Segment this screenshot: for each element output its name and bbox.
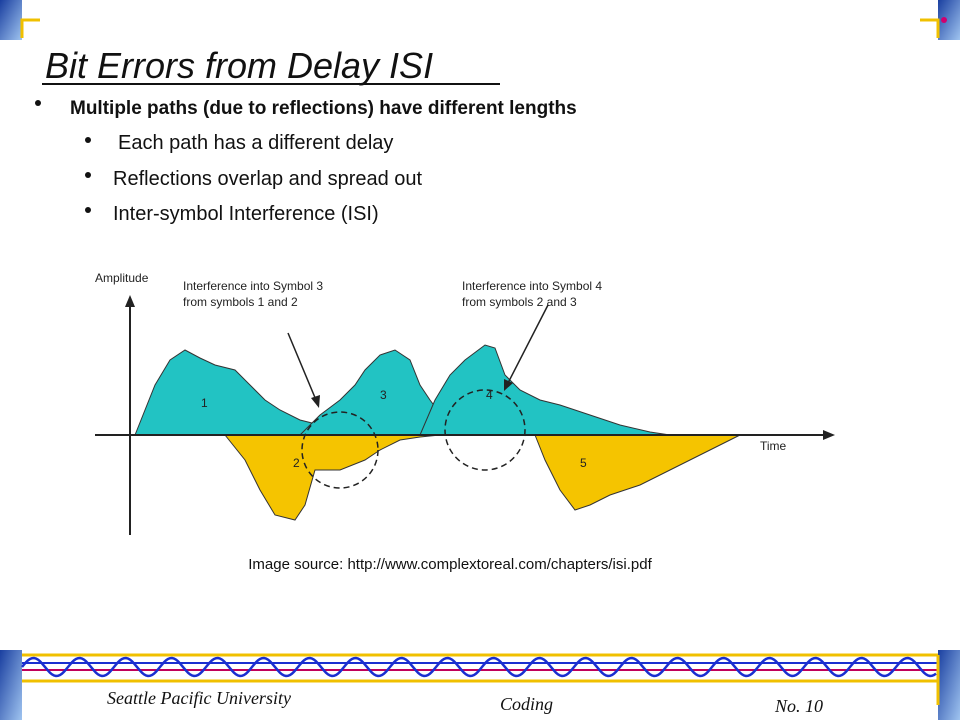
pulse-label: 3 (380, 388, 387, 402)
x-axis-label: Time (760, 439, 787, 453)
sub-bullet: Reflections overlap and spread out (113, 168, 423, 190)
y-axis-label: Amplitude (95, 271, 149, 285)
annotation: from symbols 2 and 3 (462, 295, 577, 309)
pulse-label: 5 (580, 456, 587, 470)
pulse-label: 2 (293, 456, 300, 470)
image-caption: Image source: http://www.complextoreal.c… (248, 556, 652, 573)
annotation: Interference into Symbol 3 (183, 279, 323, 293)
pulse-label: 1 (201, 396, 208, 410)
bullet: Multiple paths (due to reflections) have… (70, 98, 577, 119)
sub-bullet: Each path has a different delay (118, 132, 393, 154)
annotation: from symbols 1 and 2 (183, 295, 298, 309)
slide-number: No. 10 (774, 696, 823, 716)
isi-diagram (95, 295, 835, 535)
pulse-label: 4 (486, 388, 493, 402)
institution: Seattle Pacific University (107, 688, 291, 708)
slide-title: Bit Errors from Delay ISI (45, 45, 433, 86)
bullet-dot (35, 100, 41, 106)
footer-band (21, 653, 940, 705)
bullet-dot (85, 137, 91, 143)
bullet-dot (85, 172, 91, 178)
sine-wave (21, 656, 937, 678)
annotation: Interference into Symbol 4 (462, 279, 602, 293)
bullet-dot (85, 207, 91, 213)
course: Coding (500, 694, 553, 714)
sub-bullet: Inter-symbol Interference (ISI) (113, 203, 379, 225)
